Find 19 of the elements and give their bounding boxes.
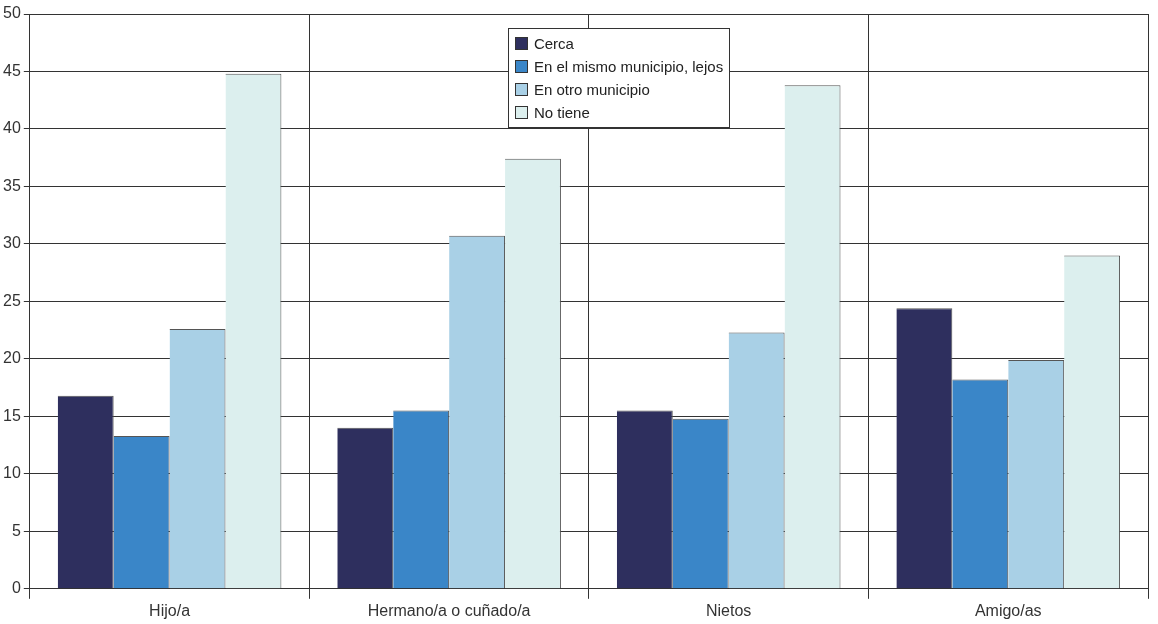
y-tick-label: 5 <box>11 521 21 539</box>
y-tick-label: 40 <box>3 119 21 137</box>
x-tick-label: Hijo/a <box>149 601 191 619</box>
y-tick-label: 15 <box>3 406 21 424</box>
y-tick-label: 0 <box>11 579 21 597</box>
y-tick-label: 20 <box>3 349 21 367</box>
y-tick-label: 10 <box>3 464 21 482</box>
legend-label: Cerca <box>533 35 574 52</box>
x-tick-label: Hermano/a o cuñado/a <box>367 601 531 619</box>
x-tick-label: Nietos <box>705 601 752 619</box>
legend-label: En otro municipio <box>533 81 650 98</box>
y-tick-label: 35 <box>3 176 21 194</box>
legend-label: En el mismo municipio, lejos <box>533 58 724 75</box>
y-tick-label: 30 <box>3 234 21 252</box>
x-tick-label: Amigo/as <box>974 601 1042 619</box>
y-tick-label: 25 <box>3 291 21 309</box>
y-tick-label: 45 <box>3 61 21 79</box>
legend-label: No tiene <box>533 104 590 121</box>
y-tick-label: 50 <box>3 4 21 22</box>
